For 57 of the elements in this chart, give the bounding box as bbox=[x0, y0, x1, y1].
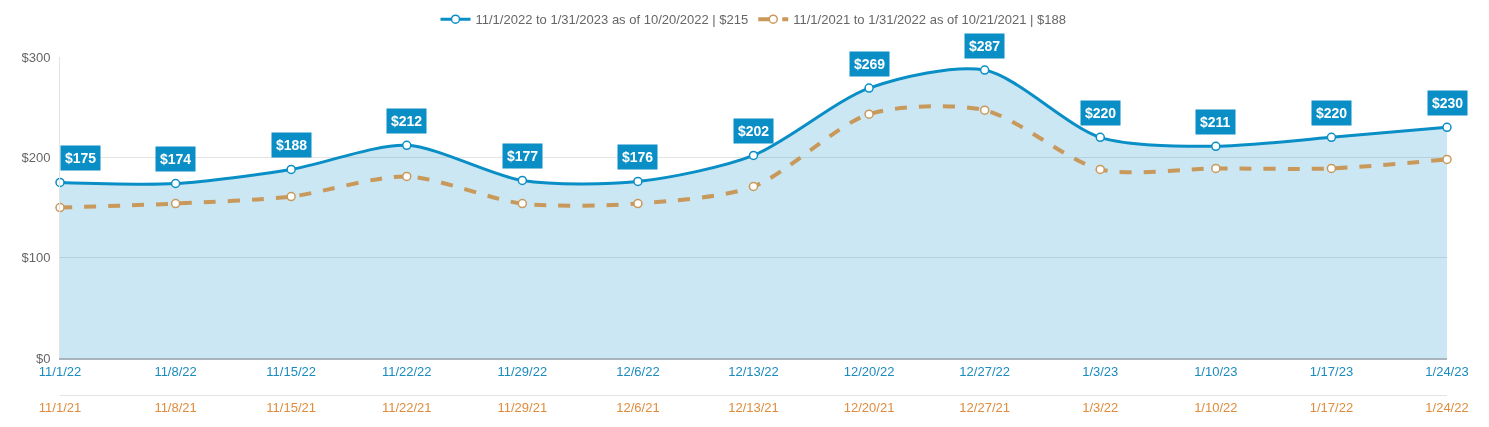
data-label: $175 bbox=[65, 150, 97, 166]
x2-tick-label: 11/1/21 bbox=[38, 399, 82, 415]
data-label: $287 bbox=[969, 38, 1001, 54]
point bbox=[1211, 141, 1221, 152]
data-label: $174 bbox=[160, 151, 192, 167]
x-tick-label: 11/15/22 bbox=[266, 363, 316, 379]
data-label: $220 bbox=[1316, 105, 1348, 121]
y-tick-label: $100 bbox=[21, 250, 51, 266]
y-tick-label: $0 bbox=[35, 350, 51, 366]
x-tick-label: 12/13/22 bbox=[728, 363, 779, 379]
x-tick-label: 11/29/22 bbox=[497, 363, 548, 379]
x2-tick-label: 1/10/22 bbox=[1194, 399, 1238, 415]
x-tick-label: 11/8/22 bbox=[154, 363, 197, 379]
point bbox=[979, 65, 990, 75]
point bbox=[864, 83, 874, 93]
x-tick-label: 1/24/23 bbox=[1425, 363, 1469, 379]
x2-tick-label: 12/13/21 bbox=[728, 399, 779, 415]
point bbox=[1095, 132, 1105, 143]
x2-tick-label: 11/8/21 bbox=[154, 399, 197, 415]
x2-tick-label: 1/3/22 bbox=[1082, 399, 1119, 415]
data-label: $177 bbox=[507, 148, 539, 164]
x-tick-label: 11/1/22 bbox=[38, 363, 82, 379]
x2-tick-label: 11/22/21 bbox=[381, 399, 432, 415]
x2-tick-label: 12/20/21 bbox=[843, 399, 895, 415]
x-tick-label: 11/22/22 bbox=[381, 363, 432, 379]
x-tick-label: 12/27/22 bbox=[959, 363, 1010, 379]
point bbox=[402, 140, 412, 151]
legend-label: 11/1/2021 to 1/31/2022 as of 10/21/2021 | $188 bbox=[793, 12, 1067, 28]
x-tick-label: 1/3/23 bbox=[1082, 363, 1119, 379]
y-tick-label: $300 bbox=[21, 49, 51, 65]
x2-tick-label: 12/6/21 bbox=[616, 399, 660, 415]
x2-tick-label: 11/15/21 bbox=[266, 399, 316, 415]
point bbox=[633, 176, 643, 187]
data-label: $212 bbox=[391, 113, 423, 129]
x-tick-label: 12/6/22 bbox=[616, 363, 660, 379]
point bbox=[286, 164, 296, 175]
x2-tick-label: 1/24/22 bbox=[1425, 399, 1469, 415]
x-tick-label: 1/10/23 bbox=[1194, 363, 1238, 379]
data-label: $220 bbox=[1085, 105, 1117, 121]
legend-label: 11/1/2022 to 1/31/2023 as of 10/20/2022 | $215 bbox=[475, 12, 749, 28]
x-tick-label: 1/17/23 bbox=[1309, 363, 1354, 379]
point bbox=[748, 150, 759, 161]
data-label: $202 bbox=[738, 123, 770, 139]
data-label: $211 bbox=[1200, 114, 1231, 130]
x2-tick-label: 11/29/21 bbox=[497, 399, 548, 415]
data-label: $269 bbox=[854, 56, 886, 72]
data-label: $188 bbox=[276, 137, 308, 153]
data-label: $230 bbox=[1432, 95, 1464, 111]
y-tick-label: $200 bbox=[21, 149, 51, 165]
data-label: $176 bbox=[622, 149, 654, 165]
point bbox=[1442, 122, 1452, 133]
point bbox=[517, 175, 528, 186]
x2-tick-label: 12/27/21 bbox=[959, 399, 1010, 415]
x2-tick-label: 1/17/22 bbox=[1309, 399, 1354, 415]
x-tick-label: 12/20/22 bbox=[843, 363, 895, 379]
point bbox=[1326, 132, 1337, 143]
point bbox=[170, 178, 181, 189]
